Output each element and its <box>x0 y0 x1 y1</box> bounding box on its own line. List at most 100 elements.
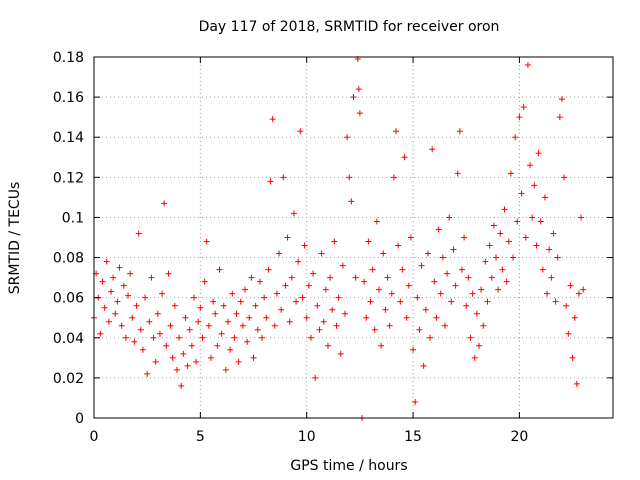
y-tick-label: 0.08 <box>53 251 84 267</box>
data-point <box>346 174 353 181</box>
data-point <box>231 334 238 341</box>
data-point <box>554 254 561 261</box>
data-point <box>299 294 306 301</box>
data-point <box>395 242 402 249</box>
data-point <box>180 350 187 357</box>
data-point <box>246 314 253 321</box>
data-point <box>176 334 183 341</box>
x-tick-label: 0 <box>90 429 99 445</box>
data-point <box>105 318 112 325</box>
data-point <box>186 326 193 333</box>
data-point <box>441 322 448 329</box>
data-point <box>278 306 285 313</box>
data-point <box>269 116 276 123</box>
y-axis-tick-labels: 0 0.02 0.04 0.06 0.08 0.1 0.12 0.14 0.16 0.18 <box>53 50 84 427</box>
data-point <box>339 262 346 269</box>
y-tick-label: 0.02 <box>53 371 84 387</box>
data-point <box>414 294 421 301</box>
data-point <box>327 274 334 281</box>
data-point <box>458 266 465 273</box>
data-point <box>480 322 487 329</box>
data-point <box>371 326 378 333</box>
x-tick-label: 10 <box>298 429 316 445</box>
data-point <box>261 294 268 301</box>
data-point <box>450 246 457 253</box>
data-point <box>254 326 261 333</box>
data-point <box>103 258 110 265</box>
plot-frame <box>93 56 614 419</box>
data-point <box>482 258 489 265</box>
data-point <box>135 230 142 237</box>
data-point <box>195 318 202 325</box>
data-point <box>118 322 125 329</box>
data-point <box>333 322 340 329</box>
data-point <box>335 294 342 301</box>
data-point <box>324 342 331 349</box>
data-point <box>565 330 572 337</box>
data-point <box>125 292 132 299</box>
data-point <box>235 358 242 365</box>
x-tick-label: 15 <box>404 429 422 445</box>
data-point <box>318 250 325 257</box>
data-point <box>469 290 476 297</box>
data-point <box>227 346 234 353</box>
data-point <box>144 370 151 377</box>
data-point <box>561 174 568 181</box>
data-point <box>337 350 344 357</box>
data-point <box>493 254 500 261</box>
data-point <box>344 134 351 141</box>
data-point <box>378 342 385 349</box>
data-point <box>405 282 412 289</box>
data-point <box>467 334 474 341</box>
data-point <box>295 258 302 265</box>
data-point <box>214 342 221 349</box>
data-point <box>190 294 197 301</box>
data-point <box>550 230 557 237</box>
y-axis-label: SRMTID / TECUs <box>7 182 23 295</box>
data-point <box>242 286 249 293</box>
data-point <box>548 274 555 281</box>
data-point <box>546 246 553 253</box>
data-point <box>367 298 374 305</box>
y-tick-label: 0.1 <box>62 210 84 226</box>
data-point <box>210 298 217 305</box>
data-point <box>556 114 563 121</box>
data-point <box>161 200 168 207</box>
data-point <box>256 278 263 285</box>
data-point <box>478 286 485 293</box>
data-point <box>165 270 172 277</box>
data-point <box>382 306 389 313</box>
data-point <box>390 174 397 181</box>
data-point <box>407 234 414 241</box>
data-point <box>355 86 362 93</box>
data-point <box>188 342 195 349</box>
data-point <box>376 286 383 293</box>
data-point <box>290 210 297 217</box>
data-point <box>133 302 140 309</box>
data-point <box>569 354 576 361</box>
data-point <box>205 322 212 329</box>
data-point <box>448 298 455 305</box>
data-point <box>580 286 587 293</box>
y-tick-label: 0.06 <box>53 291 84 307</box>
data-point <box>386 322 393 329</box>
data-point <box>348 198 355 205</box>
data-point <box>171 302 178 309</box>
data-point <box>463 302 470 309</box>
data-point <box>418 262 425 269</box>
data-point <box>163 342 170 349</box>
data-point <box>307 334 314 341</box>
data-point <box>537 218 544 225</box>
data-point <box>116 264 123 271</box>
data-point <box>252 302 259 309</box>
data-point <box>465 274 472 281</box>
data-point <box>182 314 189 321</box>
data-point <box>488 274 495 281</box>
data-point <box>310 270 317 277</box>
data-point <box>397 298 404 305</box>
data-point <box>184 362 191 369</box>
data-point <box>322 286 329 293</box>
data-point <box>110 274 117 281</box>
data-point <box>350 94 357 101</box>
